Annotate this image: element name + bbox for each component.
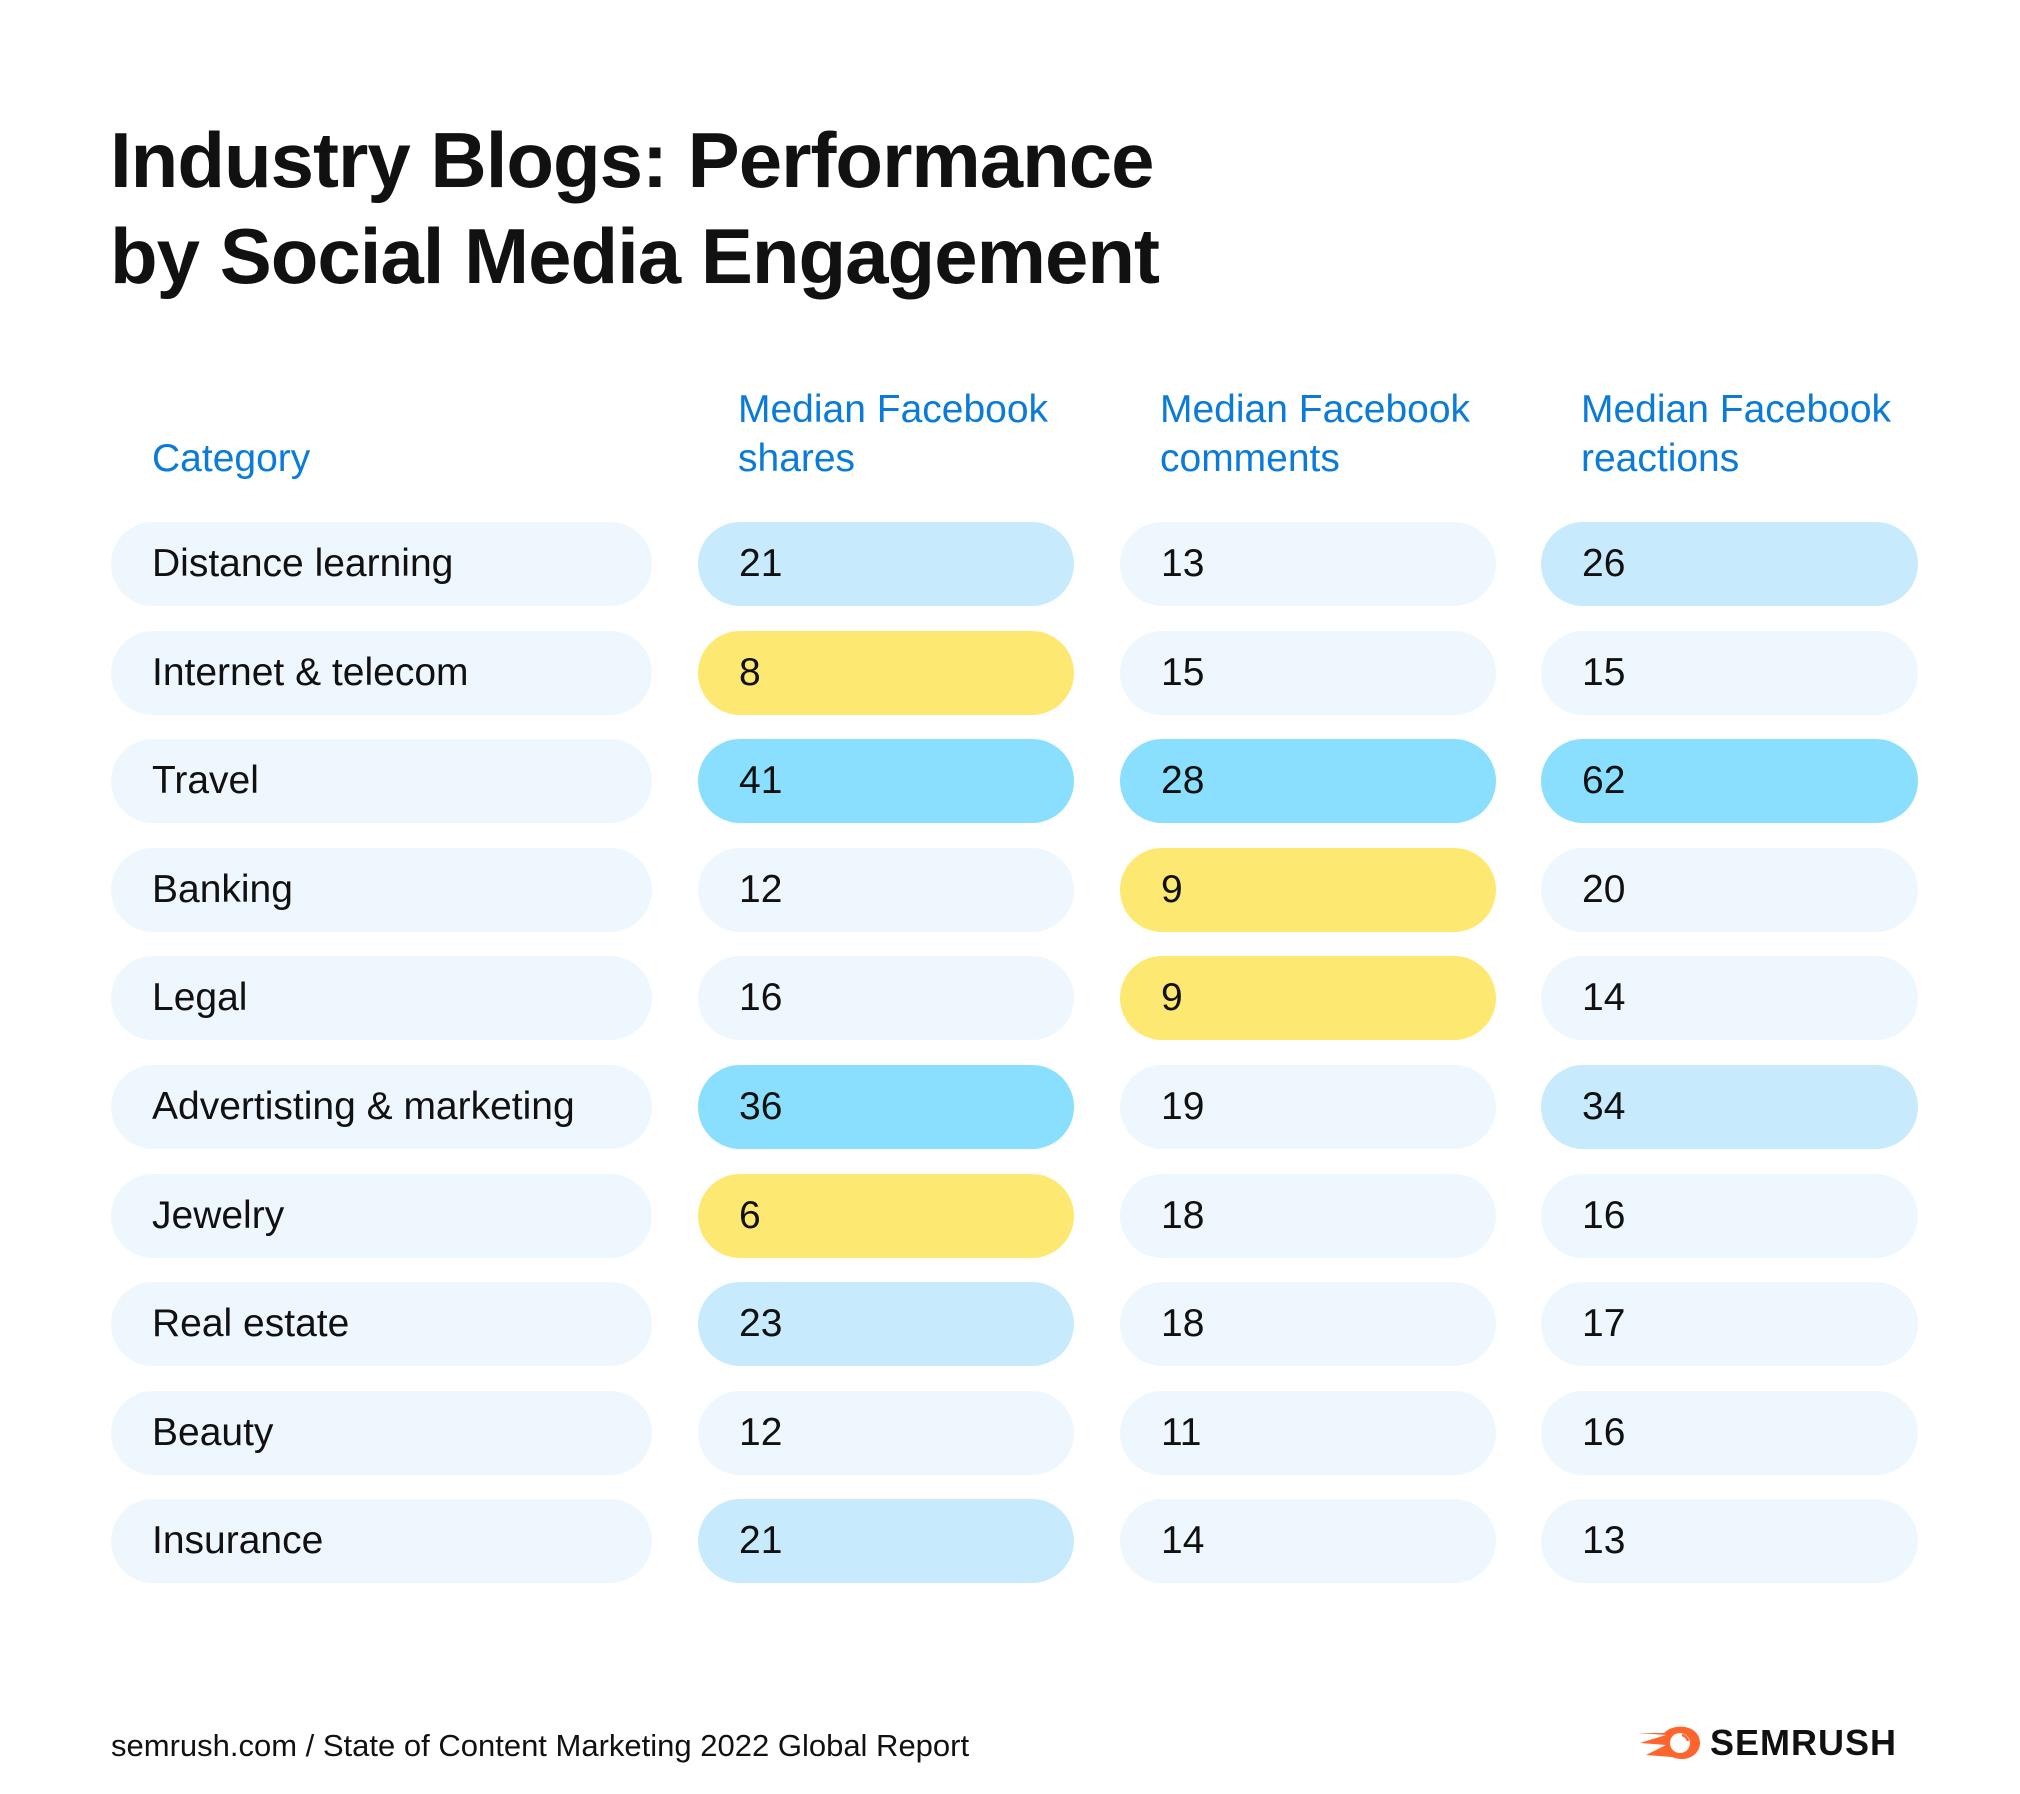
reactions-cell: 13 [1541,1499,1918,1584]
page-title: Industry Blogs: Performance by Social Me… [110,112,1160,304]
comments-cell: 14 [1120,1499,1496,1584]
category-cell: Internet & telecom [111,630,652,715]
shares-cell: 12 [698,847,1074,932]
header-reactions: Median Facebook reactions [1581,385,1891,483]
semrush-fireball-icon [1638,1726,1700,1760]
header-shares: Median Facebook shares [738,385,1048,483]
reactions-cell: 20 [1541,847,1918,932]
logo-text: SEMRUSH [1710,1722,1898,1763]
reactions-cell: 26 [1541,522,1918,606]
reactions-cell: 15 [1541,630,1918,715]
header-category: Category [152,437,311,480]
comments-cell: 28 [1120,739,1496,824]
shares-cell: 16 [698,956,1074,1041]
shares-cell: 12 [698,1390,1074,1475]
header-line: reactions [1581,437,1740,480]
category-cell: Jewelry [111,1173,652,1258]
comments-cell: 13 [1120,522,1496,606]
comments-cell: 15 [1120,630,1496,715]
semrush-logo: SEMRUSH [1636,1722,1897,1764]
category-cell: Beauty [111,1390,652,1475]
reactions-cell: 62 [1541,739,1918,824]
category-cell: Advertisting & marketing [111,1065,652,1149]
title-line-1: Industry Blogs: Performance [110,116,1155,204]
category-cell: Travel [111,739,652,824]
header-line: Median Facebook [738,388,1049,431]
reactions-cell: 34 [1541,1065,1918,1149]
shares-cell: 8 [698,630,1074,715]
shares-cell: 21 [698,522,1074,606]
comments-cell: 18 [1120,1173,1496,1258]
comments-cell: 11 [1120,1390,1496,1475]
comments-cell: 19 [1120,1065,1496,1149]
source-footer: semrush.com / State of Content Marketing… [111,1728,970,1763]
reactions-cell: 16 [1541,1390,1918,1475]
category-cell: Insurance [111,1499,652,1584]
header-line: Median Facebook [1581,388,1892,431]
shares-cell: 41 [698,739,1074,824]
category-cell: Distance learning [111,522,652,606]
header-line: Median Facebook [1160,388,1471,431]
header-line: comments [1160,437,1340,480]
header-line: shares [738,437,856,480]
category-cell: Legal [111,956,652,1041]
header-comments: Median Facebook comments [1160,385,1470,483]
reactions-cell: 17 [1541,1282,1918,1367]
comments-cell: 18 [1120,1282,1496,1367]
comments-cell: 9 [1120,847,1496,932]
comments-cell: 9 [1120,956,1496,1041]
title-line-2: by Social Media Engagement [110,212,1160,300]
category-cell: Banking [111,847,652,932]
reactions-cell: 14 [1541,956,1918,1041]
shares-cell: 23 [698,1282,1074,1367]
shares-cell: 21 [698,1499,1074,1584]
shares-cell: 36 [698,1065,1074,1149]
category-cell: Real estate [111,1282,652,1367]
reactions-cell: 16 [1541,1173,1918,1258]
shares-cell: 6 [698,1173,1074,1258]
